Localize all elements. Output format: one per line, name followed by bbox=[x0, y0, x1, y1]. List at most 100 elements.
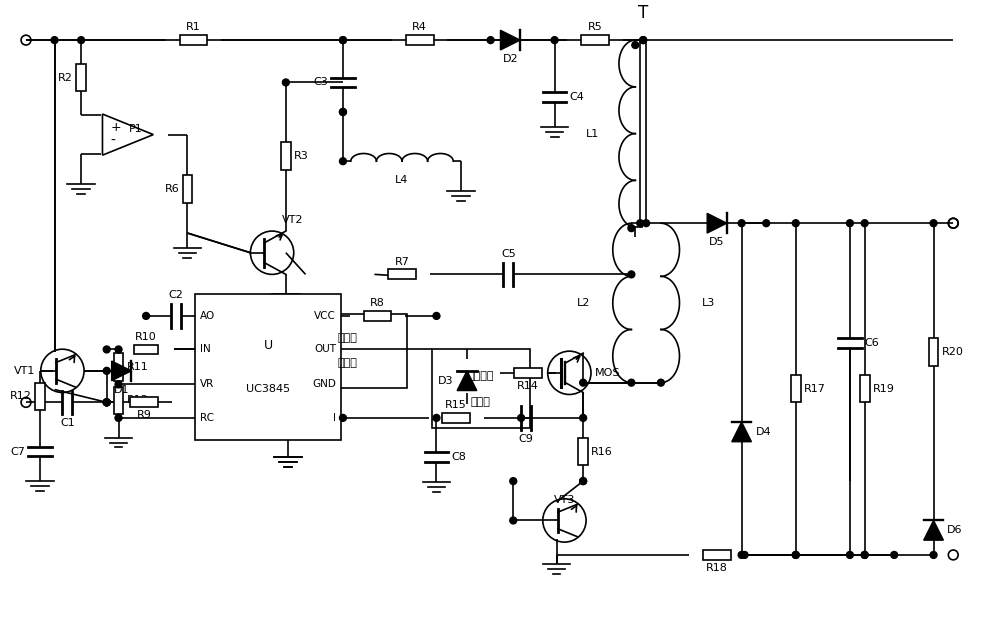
Polygon shape bbox=[500, 30, 520, 50]
Text: R9: R9 bbox=[137, 410, 152, 420]
Polygon shape bbox=[457, 371, 477, 390]
Text: R16: R16 bbox=[591, 447, 613, 457]
Text: R6: R6 bbox=[165, 184, 180, 194]
Circle shape bbox=[792, 551, 799, 558]
Circle shape bbox=[510, 517, 517, 524]
Text: R2: R2 bbox=[58, 72, 73, 82]
Circle shape bbox=[115, 346, 122, 353]
Circle shape bbox=[861, 551, 868, 558]
Bar bbox=[514, 368, 542, 378]
Circle shape bbox=[340, 36, 346, 43]
Circle shape bbox=[643, 220, 650, 227]
Text: R1: R1 bbox=[186, 22, 201, 32]
Bar bbox=[130, 397, 158, 407]
Text: VT2: VT2 bbox=[282, 215, 303, 225]
Text: C6: C6 bbox=[865, 338, 879, 348]
Text: R4: R4 bbox=[412, 22, 427, 32]
Bar bbox=[703, 550, 731, 560]
Bar bbox=[791, 375, 801, 403]
Text: C4: C4 bbox=[569, 92, 584, 102]
Circle shape bbox=[340, 415, 346, 421]
Circle shape bbox=[792, 220, 799, 227]
Circle shape bbox=[930, 551, 937, 558]
Circle shape bbox=[628, 225, 635, 231]
Text: RC: RC bbox=[200, 413, 214, 423]
Text: D6: D6 bbox=[947, 525, 963, 535]
Circle shape bbox=[861, 220, 868, 227]
Text: P1: P1 bbox=[129, 124, 143, 134]
Circle shape bbox=[103, 346, 110, 353]
Circle shape bbox=[738, 551, 745, 558]
Text: R10: R10 bbox=[135, 332, 157, 342]
Bar bbox=[578, 438, 588, 465]
Circle shape bbox=[115, 415, 122, 421]
Text: C1: C1 bbox=[60, 418, 75, 428]
Text: R11: R11 bbox=[126, 362, 148, 372]
Circle shape bbox=[628, 379, 635, 386]
Text: VT3: VT3 bbox=[554, 495, 575, 505]
Text: R13: R13 bbox=[126, 396, 148, 405]
Circle shape bbox=[282, 79, 289, 86]
Circle shape bbox=[846, 220, 853, 227]
Circle shape bbox=[340, 158, 346, 165]
Text: C8: C8 bbox=[451, 452, 466, 462]
Text: D3: D3 bbox=[438, 376, 453, 386]
Circle shape bbox=[340, 109, 346, 116]
Bar bbox=[860, 375, 870, 403]
Circle shape bbox=[433, 415, 440, 421]
Text: D5: D5 bbox=[709, 237, 725, 247]
Text: R15: R15 bbox=[445, 400, 467, 410]
Text: OUT: OUT bbox=[314, 344, 336, 355]
Circle shape bbox=[103, 367, 110, 374]
Bar bbox=[364, 311, 391, 321]
Text: C9: C9 bbox=[519, 434, 533, 443]
Circle shape bbox=[103, 399, 110, 406]
Bar bbox=[289, 314, 407, 388]
Text: D2: D2 bbox=[502, 54, 518, 64]
Text: C5: C5 bbox=[501, 249, 516, 259]
Circle shape bbox=[340, 36, 346, 43]
Polygon shape bbox=[102, 114, 153, 155]
Polygon shape bbox=[732, 422, 751, 442]
Text: C2: C2 bbox=[168, 290, 183, 300]
Text: U: U bbox=[264, 339, 273, 351]
Text: IN: IN bbox=[200, 344, 211, 355]
Circle shape bbox=[930, 220, 937, 227]
Bar bbox=[388, 270, 416, 279]
Text: 三极管扩: 三极管扩 bbox=[468, 371, 494, 381]
Text: R5: R5 bbox=[588, 22, 602, 32]
Text: GND: GND bbox=[312, 380, 336, 389]
Text: R18: R18 bbox=[706, 563, 728, 573]
Bar bbox=[406, 35, 434, 45]
Text: MOS: MOS bbox=[595, 368, 620, 378]
Bar bbox=[76, 64, 86, 91]
Circle shape bbox=[861, 551, 868, 558]
Text: L1: L1 bbox=[585, 128, 599, 139]
Bar bbox=[581, 35, 609, 45]
Text: R12: R12 bbox=[10, 392, 32, 401]
Text: R14: R14 bbox=[517, 381, 539, 390]
Text: D1: D1 bbox=[114, 385, 129, 395]
Polygon shape bbox=[707, 213, 727, 233]
Bar bbox=[114, 353, 123, 381]
Circle shape bbox=[846, 551, 853, 558]
Circle shape bbox=[738, 220, 745, 227]
Text: R20: R20 bbox=[941, 347, 963, 357]
Text: I: I bbox=[333, 413, 336, 423]
Circle shape bbox=[792, 551, 799, 558]
Text: L4: L4 bbox=[395, 175, 409, 185]
Circle shape bbox=[628, 271, 635, 278]
Bar bbox=[114, 387, 123, 414]
Circle shape bbox=[580, 478, 587, 484]
Circle shape bbox=[741, 551, 748, 558]
Text: R7: R7 bbox=[395, 256, 409, 266]
Circle shape bbox=[640, 36, 647, 43]
Text: VCC: VCC bbox=[314, 311, 336, 321]
Circle shape bbox=[103, 399, 110, 406]
Text: VR: VR bbox=[200, 380, 214, 389]
Circle shape bbox=[891, 551, 898, 558]
Text: -: - bbox=[110, 134, 115, 148]
Circle shape bbox=[632, 42, 639, 49]
Text: L3: L3 bbox=[702, 298, 715, 308]
Circle shape bbox=[115, 381, 122, 388]
